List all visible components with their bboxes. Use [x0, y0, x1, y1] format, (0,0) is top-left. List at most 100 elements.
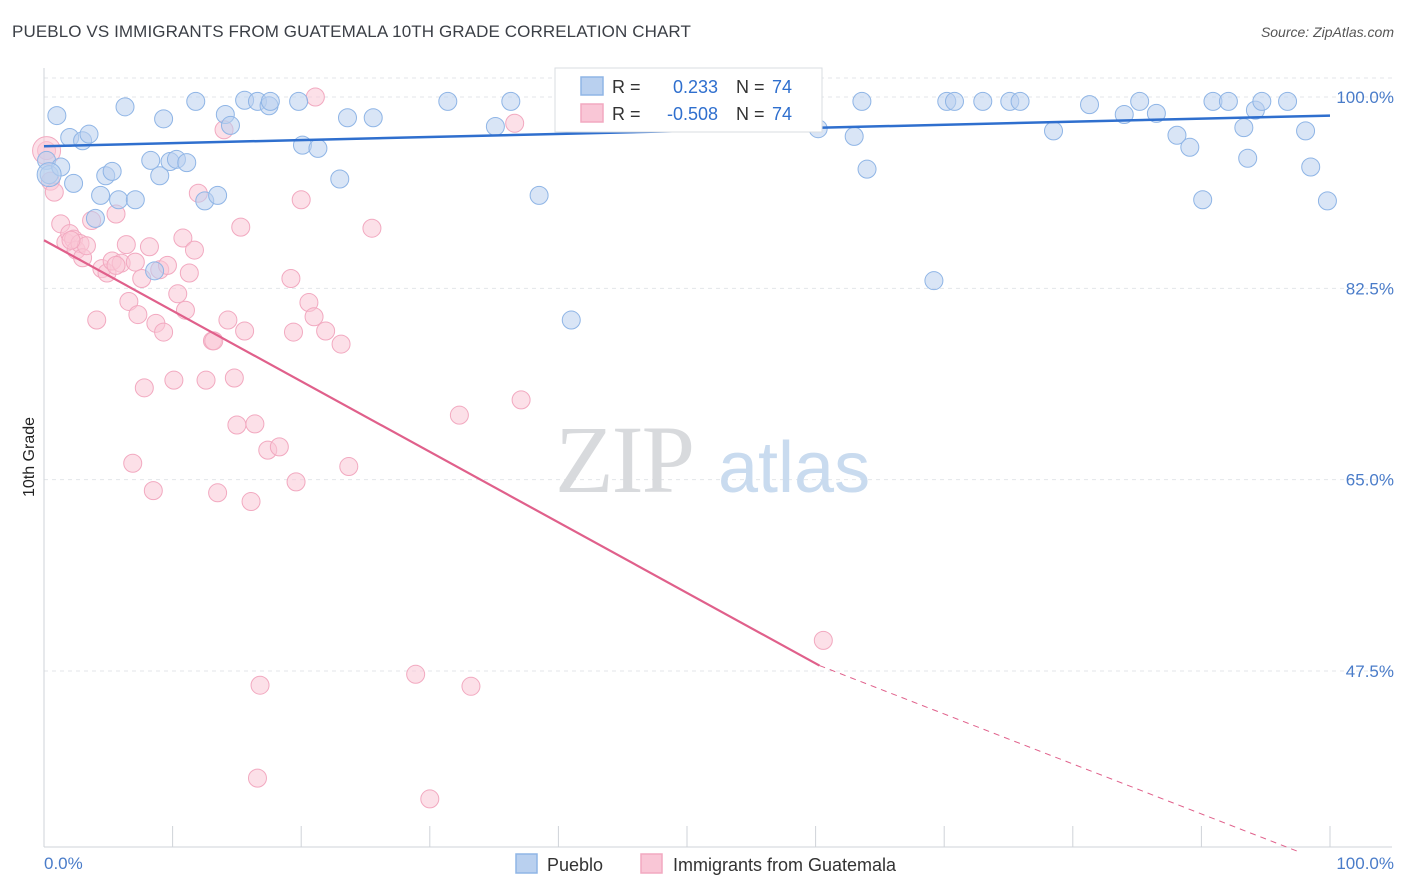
point-pueblo	[1044, 121, 1064, 141]
x-axis-ticks	[43, 826, 1331, 847]
legend-r-label-2: R =	[612, 104, 641, 124]
point-pueblo	[115, 97, 135, 117]
point-guatemala	[196, 370, 216, 390]
y-tick-label: 82.5%	[1346, 279, 1394, 298]
bottom-legend: Pueblo Immigrants from Guatemala	[515, 853, 897, 875]
point-pueblo	[1146, 103, 1166, 123]
point-pueblo	[1010, 91, 1030, 111]
point-guatemala	[87, 310, 107, 330]
point-pueblo	[150, 166, 170, 186]
point-guatemala	[175, 300, 195, 320]
point-guatemala	[116, 235, 136, 255]
point-guatemala	[449, 405, 469, 425]
point-guatemala	[316, 321, 336, 341]
point-pueblo	[363, 108, 383, 128]
point-pueblo	[79, 124, 99, 144]
point-guatemala	[245, 414, 265, 434]
point-guatemala	[173, 228, 193, 248]
point-guatemala	[184, 240, 204, 260]
point-guatemala	[143, 481, 163, 501]
legend-r-label-1: R =	[612, 77, 641, 97]
point-pueblo	[1252, 91, 1272, 111]
point-guatemala	[208, 483, 228, 503]
legend-box: R = 0.233 N = 74 R = -0.508 N = 74	[554, 67, 823, 133]
point-pueblo	[208, 185, 228, 205]
point-guatemala	[168, 284, 188, 304]
point-pueblo	[1193, 190, 1213, 210]
watermark-atlas: atlas	[718, 428, 870, 508]
point-pueblo	[1317, 191, 1337, 211]
point-guatemala	[420, 789, 440, 809]
point-pueblo	[220, 115, 240, 135]
legend-n-value-1: 74	[772, 77, 792, 97]
point-guatemala	[227, 415, 247, 435]
point-guatemala	[813, 630, 833, 650]
point-guatemala	[511, 390, 531, 410]
point-guatemala	[406, 664, 426, 684]
point-guatemala	[164, 370, 184, 390]
point-pueblo	[289, 91, 309, 111]
point-guatemala	[339, 457, 359, 477]
point-guatemala	[218, 310, 238, 330]
point-pueblo	[1167, 125, 1187, 145]
legend-swatch-pueblo	[580, 76, 604, 96]
trend-line-guatemala-extension	[819, 665, 1299, 852]
point-pueblo	[177, 153, 197, 173]
series-immigrants-from-guatemala	[32, 87, 833, 809]
point-pueblo	[125, 190, 145, 210]
legend-n-label-1: N =	[736, 77, 765, 97]
bottom-legend-swatch-guatemala	[640, 853, 663, 874]
point-pueblo	[47, 106, 67, 126]
point-guatemala	[231, 217, 251, 237]
point-guatemala	[269, 437, 289, 457]
point-pueblo	[337, 108, 357, 128]
y-axis-label: 10th Grade	[21, 417, 38, 497]
point-guatemala	[154, 322, 174, 342]
bottom-legend-swatch-pueblo	[515, 853, 538, 874]
point-pueblo	[501, 91, 521, 111]
legend-r-value-2: -0.508	[667, 104, 718, 124]
point-guatemala	[241, 492, 261, 512]
point-pueblo	[1296, 121, 1316, 141]
point-guatemala	[331, 334, 351, 354]
y-tick-labels: 100.0% 82.5% 65.0% 47.5%	[1336, 88, 1394, 681]
point-pueblo	[1114, 104, 1134, 124]
point-pueblo	[561, 310, 581, 330]
point-pueblo	[529, 185, 549, 205]
point-pueblo	[308, 138, 328, 158]
point-pueblo	[1080, 95, 1100, 115]
point-pueblo	[186, 91, 206, 111]
point-guatemala	[283, 322, 303, 342]
point-guatemala	[281, 268, 301, 288]
point-guatemala	[106, 255, 126, 275]
point-guatemala	[128, 305, 148, 325]
point-pueblo	[141, 150, 161, 170]
point-guatemala	[250, 675, 270, 695]
y-tick-label: 47.5%	[1346, 662, 1394, 681]
point-pueblo	[485, 117, 505, 137]
watermark-zip: ZIP	[555, 406, 693, 513]
point-pueblo	[1238, 148, 1258, 168]
point-guatemala	[304, 307, 324, 327]
bottom-legend-label-pueblo: Pueblo	[547, 855, 603, 875]
point-pueblo	[438, 91, 458, 111]
point-guatemala	[139, 237, 159, 257]
legend-swatch-guatemala	[580, 103, 604, 123]
x-tick-label-right: 100.0%	[1336, 854, 1394, 873]
point-pueblo	[260, 91, 280, 111]
point-pueblo	[852, 91, 872, 111]
point-pueblo	[145, 261, 165, 281]
point-guatemala	[505, 113, 525, 133]
point-guatemala	[61, 230, 81, 250]
point-pueblo	[1301, 157, 1321, 177]
trend-line-guatemala	[43, 239, 820, 667]
point-pueblo	[109, 190, 129, 210]
watermark: ZIP atlas	[555, 406, 870, 513]
point-pueblo	[1130, 91, 1150, 111]
source-credit: Source: ZipAtlas.com	[1260, 24, 1394, 40]
point-guatemala	[247, 768, 267, 788]
point-guatemala	[125, 252, 145, 272]
x-tick-label-left: 0.0%	[44, 854, 83, 873]
point-pueblo	[844, 126, 864, 146]
